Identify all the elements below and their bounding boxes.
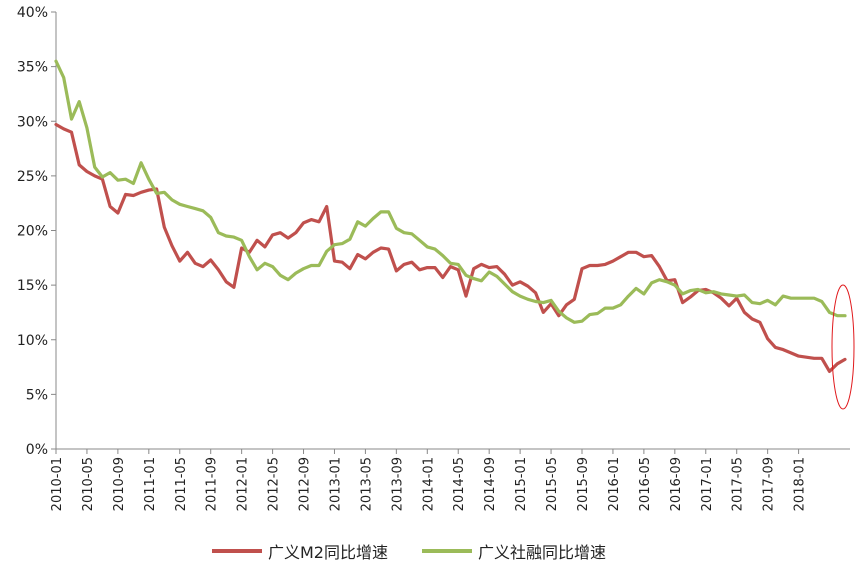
x-tick-label: 2015-09: [576, 457, 591, 511]
x-tick-label: 2014-05: [452, 457, 467, 511]
x-tick-label: 2013-09: [390, 457, 405, 511]
x-ticks: 2010-01 2010-05 2010-09 2011-01 2011-05 2011-…: [50, 449, 808, 511]
x-tick-label: 2012-09: [298, 457, 313, 511]
series-line-shrong: [54, 59, 847, 324]
x-tick-label: 2018-01: [793, 457, 808, 511]
y-tick-label: 5%: [26, 387, 48, 403]
y-tick-label: 10%: [17, 333, 48, 349]
x-tick-label: 2013-01: [328, 457, 343, 511]
y-tick-label: 25%: [17, 169, 48, 185]
x-tick-label: 2014-01: [421, 457, 436, 511]
x-tick-label: 2016-09: [669, 457, 684, 511]
y-tick-label: 30%: [17, 114, 48, 130]
x-tick-label: 2013-05: [359, 457, 374, 511]
y-tick-label: 35%: [17, 60, 48, 76]
x-tick-label: 2011-09: [205, 457, 220, 511]
y-tick-label: 40%: [17, 5, 48, 21]
axes: [55, 12, 850, 450]
x-tick-label: 2011-01: [143, 457, 158, 511]
x-tick-label: 2010-09: [112, 457, 127, 511]
x-tick-label: 2016-01: [607, 457, 622, 511]
y-tick-label: 20%: [17, 224, 48, 240]
legend-label-shrong: 广义社融同比增速: [478, 543, 606, 562]
highlight-ellipse: [831, 284, 855, 410]
series-line-m2: [54, 122, 847, 373]
y-tick-label: 0%: [26, 442, 48, 458]
legend-label-m2: 广义M2同比增速: [268, 543, 388, 562]
x-tick-label: 2012-05: [267, 457, 282, 511]
y-tick-label: 15%: [17, 278, 48, 294]
x-tick-label: 2017-09: [762, 457, 777, 511]
series-lines: [54, 59, 847, 373]
x-tick-label: 2011-05: [174, 457, 189, 511]
x-tick-label: 2010-05: [81, 457, 96, 511]
x-tick-label: 2015-05: [545, 457, 560, 511]
x-tick-label: 2016-05: [638, 457, 653, 511]
y-ticks: 0% 5% 10% 15% 20% 25% 30% 35% 40%: [17, 5, 56, 458]
x-tick-label: 2010-01: [50, 457, 65, 511]
legend-item-shrong: 广义社融同比增速: [422, 543, 606, 562]
x-tick-label: 2012-01: [236, 457, 251, 511]
legend: 广义M2同比增速 广义社融同比增速: [212, 543, 606, 562]
x-tick-label: 2014-09: [483, 457, 498, 511]
x-tick-label: 2015-01: [514, 457, 529, 511]
x-tick-label: 2017-01: [700, 457, 715, 511]
legend-item-m2: 广义M2同比增速: [212, 543, 388, 562]
x-tick-label: 2017-05: [731, 457, 746, 511]
